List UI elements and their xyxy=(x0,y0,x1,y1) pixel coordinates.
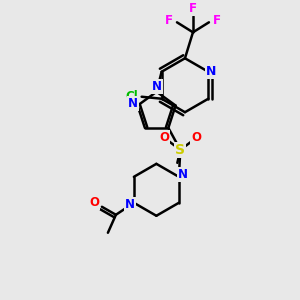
Text: S: S xyxy=(175,143,185,157)
Text: F: F xyxy=(189,2,197,15)
Text: O: O xyxy=(89,196,99,209)
Text: Cl: Cl xyxy=(125,90,138,103)
Text: F: F xyxy=(165,14,173,27)
Text: O: O xyxy=(191,131,201,144)
Text: N: N xyxy=(206,65,217,78)
Text: F: F xyxy=(213,14,221,27)
Text: N: N xyxy=(178,168,188,181)
Text: N: N xyxy=(128,97,138,110)
Text: N: N xyxy=(152,80,162,93)
Text: O: O xyxy=(159,131,170,144)
Text: N: N xyxy=(125,198,135,211)
